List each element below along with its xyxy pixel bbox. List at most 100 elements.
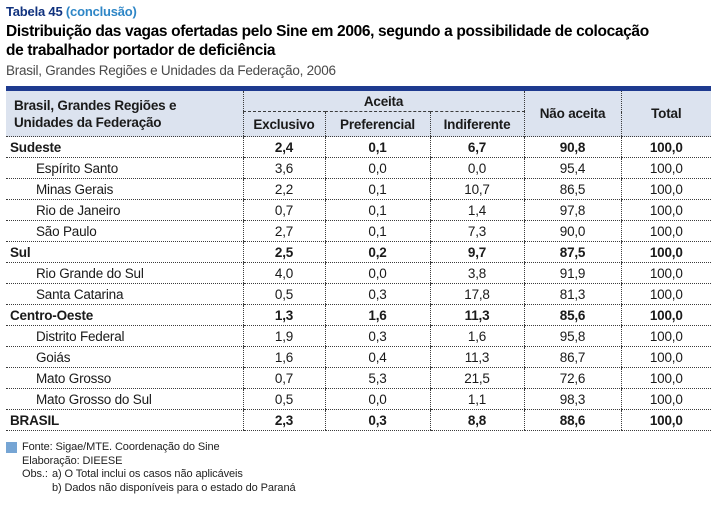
row-value: 100,0	[620, 136, 712, 158]
row-value: 1,3	[242, 304, 325, 326]
row-value: 1,4	[429, 199, 525, 221]
row-value: 0,1	[324, 178, 430, 200]
data-table: Brasil, Grandes Regiões e Unidades da Fe…	[6, 86, 712, 431]
row-name: Mato Grosso	[6, 367, 243, 389]
obs-block: Obs.: a) O Total inclui os casos não apl…	[6, 468, 711, 495]
row-value: 100,0	[620, 199, 712, 221]
row-value: 90,8	[523, 136, 622, 158]
row-value: 85,6	[523, 304, 622, 326]
table-row: Sudeste 2,4 0,1 6,7 90,8 100,0	[6, 136, 712, 158]
column-group-aceita: Aceita	[242, 88, 525, 112]
row-value: 87,5	[523, 241, 622, 263]
row-value: 8,8	[429, 409, 525, 431]
row-value: 0,3	[324, 325, 430, 347]
row-name: Distrito Federal	[6, 325, 243, 347]
row-value: 0,1	[324, 136, 430, 158]
row-value: 1,1	[429, 388, 525, 410]
row-value: 100,0	[620, 304, 712, 326]
footnotes: Fonte: Sigae/MTE. Coordenação do Sine El…	[6, 441, 711, 495]
row-name: BRASIL	[6, 409, 243, 431]
row-value: 95,4	[523, 157, 622, 179]
row-name: Goiás	[6, 346, 243, 368]
row-value: 100,0	[620, 367, 712, 389]
table-caption: Tabela 45 (conclusão)	[6, 4, 711, 19]
row-value: 81,3	[523, 283, 622, 305]
row-value: 100,0	[620, 388, 712, 410]
row-value: 0,1	[324, 199, 430, 221]
page-title-line1: Distribuição das vagas ofertadas pelo Si…	[6, 23, 649, 40]
row-value: 0,7	[242, 199, 325, 221]
elaboration-text: Elaboração: DIEESE	[22, 454, 123, 467]
row-value: 6,7	[429, 136, 525, 158]
row-name: Centro-Oeste	[6, 304, 243, 326]
row-name: Rio Grande do Sul	[6, 262, 243, 284]
row-value: 2,4	[242, 136, 325, 158]
row-value: 100,0	[620, 157, 712, 179]
row-value: 1,6	[242, 346, 325, 368]
row-name: São Paulo	[6, 220, 243, 242]
table-row: Rio Grande do Sul 4,0 0,0 3,8 91,9 100,0	[6, 262, 712, 284]
column-header-indiferente: Indiferente	[429, 111, 525, 137]
row-name: Mato Grosso do Sul	[6, 388, 243, 410]
table-row: Centro-Oeste 1,3 1,6 11,3 85,6 100,0	[6, 304, 712, 326]
row-value: 100,0	[620, 409, 712, 431]
table-row: Santa Catarina 0,5 0,3 17,8 81,3 100,0	[6, 283, 712, 305]
row-value: 100,0	[620, 241, 712, 263]
row-value: 0,2	[324, 241, 430, 263]
obs-label: Obs.:	[22, 468, 48, 480]
row-value: 2,2	[242, 178, 325, 200]
row-value: 0,1	[324, 220, 430, 242]
row-value: 0,0	[324, 262, 430, 284]
row-value: 95,8	[523, 325, 622, 347]
row-name: Sul	[6, 241, 243, 263]
table-row: Rio de Janeiro 0,7 0,1 1,4 97,8 100,0	[6, 199, 712, 221]
row-value: 5,3	[324, 367, 430, 389]
row-value: 98,3	[523, 388, 622, 410]
row-value: 100,0	[620, 220, 712, 242]
table-row: São Paulo 2,7 0,1 7,3 90,0 100,0	[6, 220, 712, 242]
row-value: 3,6	[242, 157, 325, 179]
row-value: 1,6	[324, 304, 430, 326]
obs-item-a: a) O Total inclui os casos não aplicávei…	[52, 468, 243, 480]
row-value: 86,5	[523, 178, 622, 200]
row-value: 21,5	[429, 367, 525, 389]
column-header-nao-aceita: Não aceita	[523, 88, 622, 137]
row-value: 72,6	[523, 367, 622, 389]
row-name: Rio de Janeiro	[6, 199, 243, 221]
table-row: Goiás 1,6 0,4 11,3 86,7 100,0	[6, 346, 712, 368]
source-text: Fonte: Sigae/MTE. Coordenação do Sine	[22, 441, 220, 453]
row-value: 10,7	[429, 178, 525, 200]
table-row: Mato Grosso do Sul 0,5 0,0 1,1 98,3 100,…	[6, 388, 712, 410]
table-number: Tabela 45	[6, 4, 63, 19]
table-row: Espírito Santo 3,6 0,0 0,0 95,4 100,0	[6, 157, 712, 179]
row-value: 0,4	[324, 346, 430, 368]
page-title-line2: de trabalhador portador de deficiência	[6, 42, 276, 59]
page: Tabela 45 (conclusão) Distribuição das v…	[6, 4, 712, 495]
row-value: 0,3	[324, 283, 430, 305]
row-name: Espírito Santo	[6, 157, 243, 179]
row-value: 2,7	[242, 220, 325, 242]
row-value: 86,7	[523, 346, 622, 368]
row-name: Minas Gerais	[6, 178, 243, 200]
column-header-total: Total	[620, 88, 712, 137]
row-value: 11,3	[429, 304, 525, 326]
source-line: Fonte: Sigae/MTE. Coordenação do Sine	[6, 441, 711, 455]
table-row: Distrito Federal 1,9 0,3 1,6 95,8 100,0	[6, 325, 712, 347]
row-value: 0,3	[324, 409, 430, 431]
row-value: 17,8	[429, 283, 525, 305]
row-value: 0,0	[324, 157, 430, 179]
row-value: 100,0	[620, 325, 712, 347]
obs-item-b: b) Dados não disponíveis para o estado d…	[52, 481, 296, 494]
row-value: 0,7	[242, 367, 325, 389]
table-body: Sudeste 2,4 0,1 6,7 90,8 100,0 Espírito …	[6, 136, 712, 431]
row-value: 1,9	[242, 325, 325, 347]
source-marker-icon	[6, 442, 17, 453]
row-value: 91,9	[523, 262, 622, 284]
table-row: Minas Gerais 2,2 0,1 10,7 86,5 100,0	[6, 178, 712, 200]
row-value: 3,8	[429, 262, 525, 284]
row-value: 7,3	[429, 220, 525, 242]
row-value: 100,0	[620, 346, 712, 368]
table-row: Mato Grosso 0,7 5,3 21,5 72,6 100,0	[6, 367, 712, 389]
row-value: 11,3	[429, 346, 525, 368]
row-value: 100,0	[620, 178, 712, 200]
